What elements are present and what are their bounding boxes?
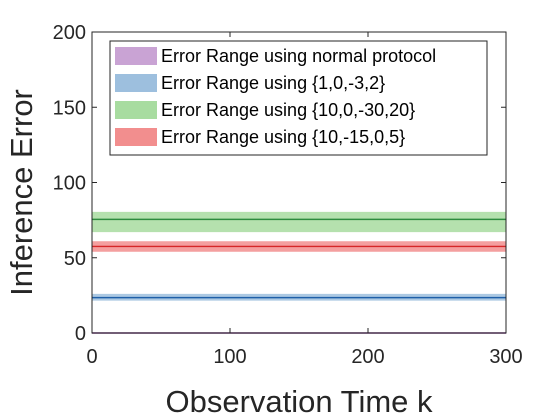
ticks-layer: 0 100 200 300 0 50 100 150 200 bbox=[53, 22, 523, 368]
x-tick-label: 0 bbox=[86, 346, 97, 368]
legend-swatch-1 bbox=[115, 74, 157, 92]
legend-box bbox=[109, 40, 488, 156]
legend-entry-1: Error Range using {1,0,-3,2} bbox=[161, 73, 385, 93]
x-axis-label: Observation Time k bbox=[165, 384, 433, 419]
legend-swatch-0 bbox=[115, 47, 157, 65]
y-tick-label: 50 bbox=[64, 248, 86, 270]
legend: Error Range using normal protocol Error R… bbox=[109, 40, 488, 156]
bands-layer bbox=[92, 211, 506, 334]
x-tick-label: 300 bbox=[489, 346, 522, 368]
y-axis-label: Inference Error bbox=[4, 89, 39, 296]
y-tick-label: 150 bbox=[53, 97, 86, 119]
legend-swatch-3 bbox=[115, 128, 157, 146]
y-tick-label: 200 bbox=[53, 22, 86, 44]
legend-entry-3: Error Range using {10,-15,0,5} bbox=[161, 127, 405, 147]
legend-entry-2: Error Range using {10,0,-30,20} bbox=[161, 100, 415, 120]
legend-swatch-2 bbox=[115, 101, 157, 119]
legend-entry-0: Error Range using normal protocol bbox=[161, 46, 436, 66]
y-tick-label: 0 bbox=[75, 323, 86, 345]
series-band-2 bbox=[92, 211, 506, 233]
y-tick-label: 100 bbox=[53, 173, 86, 195]
x-tick-label: 100 bbox=[213, 346, 246, 368]
x-tick-label: 200 bbox=[351, 346, 384, 368]
